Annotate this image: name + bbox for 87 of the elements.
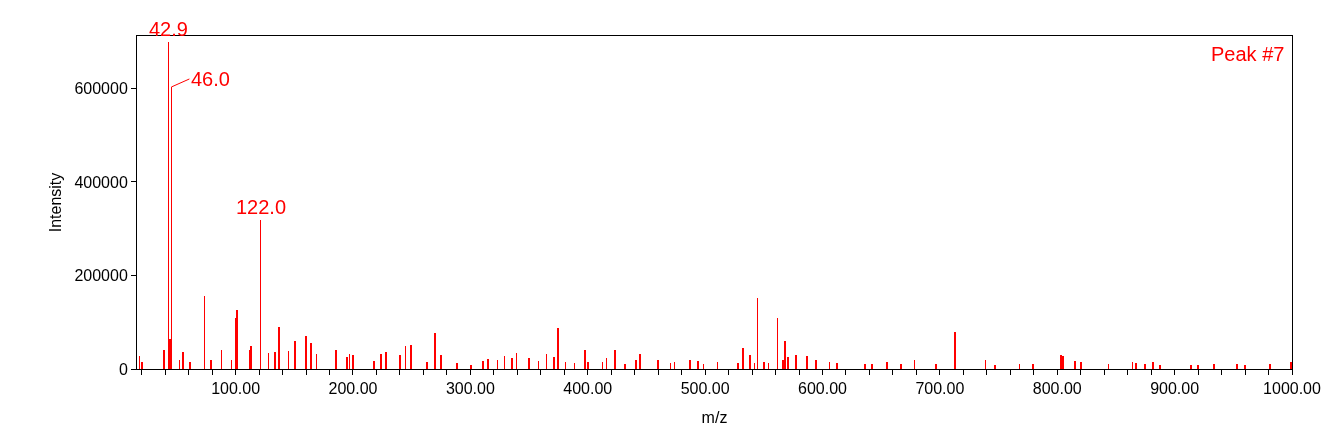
bar — [278, 327, 280, 369]
bar — [410, 345, 412, 369]
bar — [657, 360, 659, 369]
bar — [815, 360, 817, 369]
bar — [935, 364, 937, 369]
bar — [614, 350, 616, 369]
bar — [335, 350, 337, 369]
bar — [236, 310, 238, 369]
bar — [737, 363, 739, 369]
bar — [784, 341, 786, 369]
bar — [553, 357, 555, 369]
bar — [697, 361, 699, 369]
x-tick-label: 400.00 — [563, 380, 613, 398]
bar — [528, 358, 530, 369]
x-tick-label: 1000.00 — [1263, 380, 1322, 398]
bar — [482, 361, 484, 369]
bar — [795, 355, 797, 369]
bar — [487, 359, 489, 369]
bar — [871, 364, 873, 369]
bar — [1159, 365, 1161, 369]
bar — [1290, 362, 1292, 369]
x-tick-label: 500.00 — [680, 380, 730, 398]
bar — [886, 362, 888, 369]
bar — [584, 350, 586, 369]
bar — [864, 364, 866, 369]
bar — [189, 362, 191, 369]
bar — [294, 341, 296, 369]
bar — [305, 336, 307, 369]
bar — [163, 350, 165, 369]
bar — [274, 352, 276, 369]
bar — [182, 352, 184, 369]
x-tick-label: 100.00 — [211, 380, 261, 398]
bar — [426, 362, 428, 369]
x-tick-label: 800.00 — [1032, 380, 1082, 398]
bar — [1152, 362, 1154, 369]
bar — [250, 346, 252, 369]
bar — [1213, 364, 1215, 369]
x-tick-label: 300.00 — [445, 380, 495, 398]
x-tick-label: 700.00 — [915, 380, 965, 398]
bar — [749, 355, 751, 369]
x-axis-title: m/z — [701, 408, 728, 426]
bar — [385, 352, 387, 369]
bar — [1032, 364, 1034, 369]
bar — [900, 364, 902, 369]
bar — [806, 356, 808, 369]
y-tick-label: 400000 — [74, 173, 128, 191]
bar — [1135, 363, 1137, 369]
bar — [310, 343, 312, 369]
annotation: Peak #7 — [1211, 43, 1285, 65]
bar — [352, 355, 354, 369]
annotation: 122.0 — [236, 196, 287, 218]
bar — [954, 332, 956, 369]
bar — [994, 365, 996, 369]
bar — [1197, 365, 1199, 369]
bar — [836, 363, 838, 369]
bar — [1074, 361, 1076, 369]
x-tick-label: 600.00 — [798, 380, 848, 398]
y-tick-label: 600000 — [74, 79, 128, 97]
bar — [210, 360, 212, 369]
y-tick-label: 200000 — [74, 267, 128, 285]
bar — [511, 358, 513, 369]
x-tick-label: 200.00 — [328, 380, 378, 398]
bar — [1269, 364, 1271, 369]
bar — [742, 348, 744, 369]
annotation: 42.9 — [149, 18, 188, 40]
bar — [1236, 364, 1238, 369]
y-axis-title: Intensity — [47, 172, 65, 233]
bar — [456, 363, 458, 369]
bar — [373, 361, 375, 369]
bar — [1190, 365, 1192, 369]
bar — [470, 365, 472, 369]
bar — [1244, 365, 1246, 369]
bar — [1080, 362, 1082, 369]
bar — [557, 328, 559, 369]
bar — [639, 354, 641, 369]
bar — [624, 364, 626, 369]
y-tick-label: 0 — [118, 360, 128, 378]
bar — [1144, 364, 1146, 369]
annotation: 46.0 — [191, 68, 230, 90]
bar — [635, 360, 637, 369]
bar — [399, 355, 401, 369]
bar — [380, 354, 382, 369]
bar — [434, 333, 436, 369]
x-tick-label: 900.00 — [1150, 380, 1200, 398]
bar — [440, 355, 442, 369]
bar — [689, 360, 691, 369]
bar — [763, 362, 765, 369]
